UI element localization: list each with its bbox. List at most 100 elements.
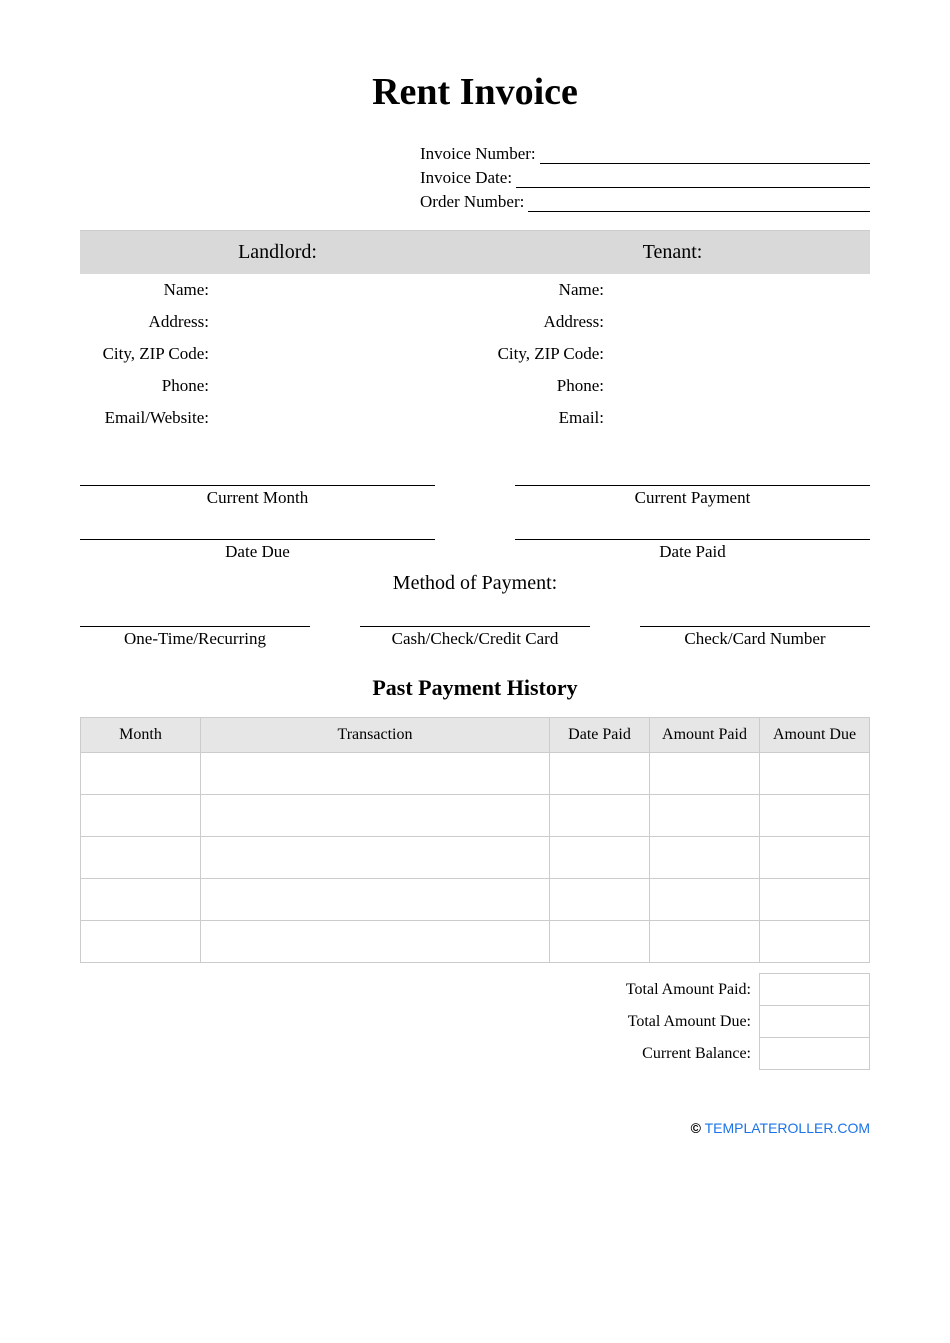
tenant-cityzip-label: City, ZIP Code:	[475, 344, 610, 364]
table-row	[81, 921, 870, 963]
table-cell[interactable]	[81, 753, 201, 795]
check-number-label: Check/Card Number	[640, 629, 870, 649]
table-cell[interactable]	[760, 879, 870, 921]
table-cell[interactable]	[550, 837, 650, 879]
current-month-label: Current Month	[80, 488, 435, 508]
table-cell[interactable]	[201, 921, 550, 963]
table-cell[interactable]	[760, 921, 870, 963]
date-due-label: Date Due	[80, 542, 435, 562]
landlord-cityzip-field[interactable]	[215, 344, 475, 364]
party-body: Name: Address: City, ZIP Code: Phone: Em…	[80, 274, 870, 434]
invoice-number-field[interactable]	[540, 146, 870, 164]
party-header: Landlord: Tenant:	[80, 230, 870, 274]
page-title: Rent Invoice	[80, 70, 870, 114]
recurring-label: One-Time/Recurring	[80, 629, 310, 649]
total-paid-label: Total Amount Paid:	[626, 974, 760, 1006]
check-number-field[interactable]	[640, 605, 870, 627]
table-cell[interactable]	[550, 795, 650, 837]
method-row: One-Time/Recurring Cash/Check/Credit Car…	[80, 605, 870, 649]
history-heading: Past Payment History	[80, 675, 870, 701]
total-due-field[interactable]	[760, 1006, 870, 1038]
copyright-symbol: ©	[691, 1120, 701, 1136]
landlord-address-field[interactable]	[215, 312, 475, 332]
invoice-date-field[interactable]	[516, 170, 870, 188]
table-cell[interactable]	[650, 795, 760, 837]
col-transaction: Transaction	[201, 718, 550, 753]
method-heading: Method of Payment:	[80, 572, 870, 595]
col-month: Month	[81, 718, 201, 753]
landlord-email-label: Email/Website:	[80, 408, 215, 428]
table-row	[81, 879, 870, 921]
cash-check-field[interactable]	[360, 605, 590, 627]
footer: © TEMPLATEROLLER.COM	[80, 1120, 870, 1136]
table-cell[interactable]	[81, 837, 201, 879]
current-row-1: Current Month Current Payment	[80, 464, 870, 508]
landlord-name-label: Name:	[80, 280, 215, 300]
table-cell[interactable]	[550, 753, 650, 795]
landlord-name-field[interactable]	[215, 280, 475, 300]
table-cell[interactable]	[760, 795, 870, 837]
tenant-phone-label: Phone:	[475, 376, 610, 396]
landlord-phone-field[interactable]	[215, 376, 475, 396]
table-row	[81, 795, 870, 837]
landlord-email-field[interactable]	[215, 408, 475, 428]
current-balance-field[interactable]	[760, 1038, 870, 1070]
date-paid-label: Date Paid	[515, 542, 870, 562]
table-cell[interactable]	[760, 837, 870, 879]
table-cell[interactable]	[650, 753, 760, 795]
invoice-date-label: Invoice Date:	[420, 168, 512, 188]
totals-table: Total Amount Paid: Total Amount Due: Cur…	[626, 973, 870, 1070]
tenant-cityzip-field[interactable]	[610, 344, 870, 364]
order-number-row: Order Number:	[420, 192, 870, 212]
tenant-name-label: Name:	[475, 280, 610, 300]
table-row	[81, 837, 870, 879]
tenant-email-field[interactable]	[610, 408, 870, 428]
date-due-field[interactable]	[80, 518, 435, 540]
tenant-column: Name: Address: City, ZIP Code: Phone: Em…	[475, 274, 870, 434]
landlord-header: Landlord:	[80, 231, 475, 274]
table-row	[81, 753, 870, 795]
current-month-field[interactable]	[80, 464, 435, 486]
history-table: Month Transaction Date Paid Amount Paid …	[80, 717, 870, 963]
table-cell[interactable]	[201, 879, 550, 921]
landlord-phone-label: Phone:	[80, 376, 215, 396]
current-row-2: Date Due Date Paid	[80, 518, 870, 562]
table-cell[interactable]	[81, 795, 201, 837]
table-cell[interactable]	[201, 753, 550, 795]
col-amount-due: Amount Due	[760, 718, 870, 753]
table-cell[interactable]	[650, 921, 760, 963]
table-cell[interactable]	[81, 921, 201, 963]
tenant-address-field[interactable]	[610, 312, 870, 332]
date-paid-field[interactable]	[515, 518, 870, 540]
current-payment-field[interactable]	[515, 464, 870, 486]
invoice-number-label: Invoice Number:	[420, 144, 536, 164]
tenant-email-label: Email:	[475, 408, 610, 428]
landlord-cityzip-label: City, ZIP Code:	[80, 344, 215, 364]
table-cell[interactable]	[650, 837, 760, 879]
table-cell[interactable]	[201, 795, 550, 837]
table-cell[interactable]	[81, 879, 201, 921]
landlord-column: Name: Address: City, ZIP Code: Phone: Em…	[80, 274, 475, 434]
templateroller-link[interactable]: TEMPLATEROLLER.COM	[705, 1120, 870, 1136]
current-balance-label: Current Balance:	[626, 1038, 760, 1070]
current-payment-label: Current Payment	[515, 488, 870, 508]
col-date-paid: Date Paid	[550, 718, 650, 753]
recurring-field[interactable]	[80, 605, 310, 627]
invoice-date-row: Invoice Date:	[420, 168, 870, 188]
table-cell[interactable]	[650, 879, 760, 921]
invoice-number-row: Invoice Number:	[420, 144, 870, 164]
invoice-meta: Invoice Number: Invoice Date: Order Numb…	[420, 144, 870, 212]
landlord-address-label: Address:	[80, 312, 215, 332]
table-cell[interactable]	[201, 837, 550, 879]
tenant-name-field[interactable]	[610, 280, 870, 300]
tenant-phone-field[interactable]	[610, 376, 870, 396]
history-tbody	[81, 753, 870, 963]
total-paid-field[interactable]	[760, 974, 870, 1006]
order-number-label: Order Number:	[420, 192, 524, 212]
order-number-field[interactable]	[528, 194, 870, 212]
table-cell[interactable]	[760, 753, 870, 795]
table-cell[interactable]	[550, 921, 650, 963]
tenant-header: Tenant:	[475, 231, 870, 274]
cash-check-label: Cash/Check/Credit Card	[360, 629, 590, 649]
table-cell[interactable]	[550, 879, 650, 921]
